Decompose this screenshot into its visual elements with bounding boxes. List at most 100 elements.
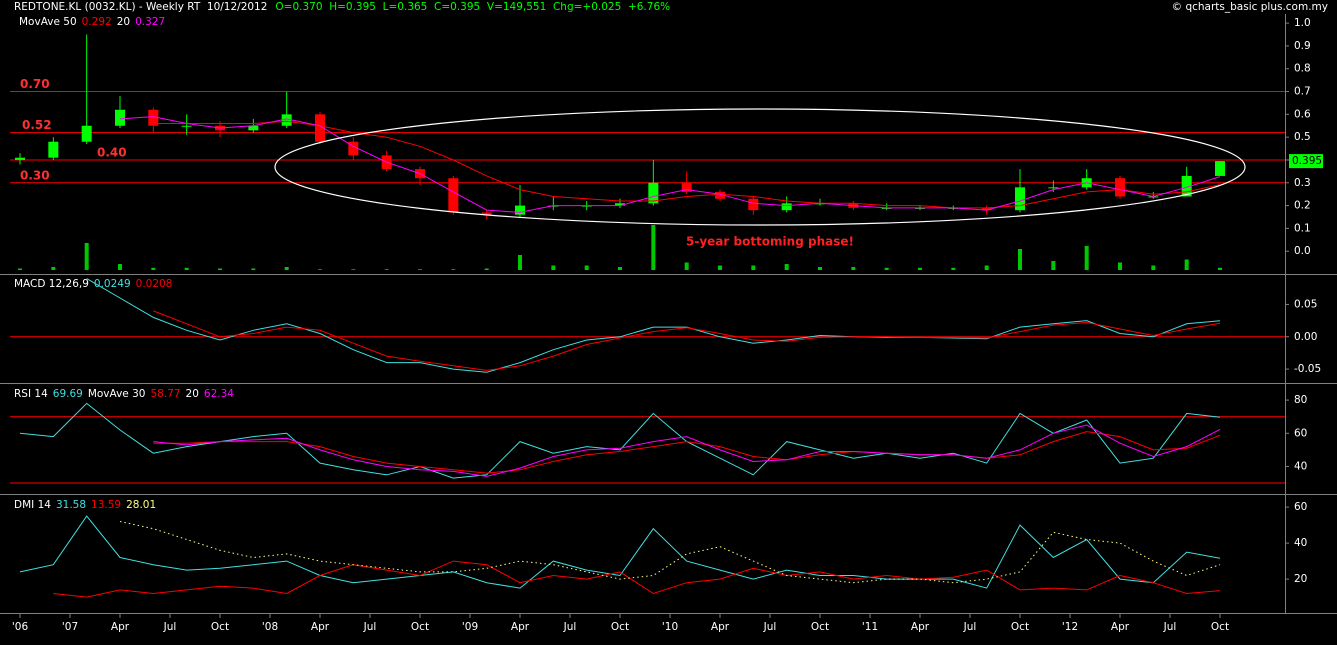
x-tick-label: '10 [662, 621, 678, 633]
volume-bar [484, 268, 489, 270]
series-line [53, 560, 1221, 598]
volume-bar [684, 262, 689, 270]
volume-bar [318, 269, 322, 270]
x-tick-label: Oct [611, 621, 629, 633]
y-tick-label: 0.00 [1294, 331, 1317, 343]
y-tick-label: 0.2 [1294, 200, 1311, 212]
candle-body [148, 109, 159, 126]
y-tick-label: 20 [1294, 573, 1307, 585]
volume-bar [218, 268, 222, 270]
source: © qcharts_basic plus.com.my [1172, 1, 1328, 13]
candle-body [81, 125, 92, 142]
x-tick-label: Oct [411, 621, 429, 633]
volume-bar [651, 225, 656, 270]
x-tick-label: '08 [262, 621, 278, 633]
x-tick-label: '11 [862, 621, 878, 633]
candle-body [15, 157, 25, 160]
y-tick-label: 0.6 [1294, 108, 1311, 120]
legend-value: 0.292 [82, 16, 112, 28]
volume-bar [1118, 262, 1122, 270]
candle-body [481, 212, 492, 215]
volume-bar [1084, 246, 1089, 270]
volume-bar [384, 269, 389, 270]
y-tick-label: 0.5 [1294, 131, 1311, 143]
y-tick-label: 80 [1294, 394, 1307, 406]
legend-value: 28.01 [126, 499, 156, 511]
legend-title: RSI 14 [14, 388, 48, 400]
x-tick-label: Apr [311, 621, 330, 633]
level-label: 0.40 [97, 145, 127, 159]
title: REDTONE.KL (0032.KL) - Weekly RT 10/12/2… [14, 1, 267, 13]
candle-body [715, 191, 725, 199]
x-tick-label: Apr [711, 621, 730, 633]
legend-value: 31.58 [56, 499, 86, 511]
x-tick-label: Jul [563, 621, 577, 633]
volume-bar [418, 269, 422, 270]
legend: RSI 14 69.69 MovAve 30 58.77 20 62.34 [14, 388, 234, 400]
x-tick-label: Jul [363, 621, 377, 633]
y-tick-label: 0.3 [1294, 177, 1311, 189]
volume-bar [518, 255, 522, 270]
legend-title: MACD 12,26,9 [14, 278, 89, 290]
candle-body [681, 182, 692, 192]
legend-name: 20 [117, 16, 130, 28]
x-tick-label: Oct [811, 621, 829, 633]
x-tick-label: Jul [963, 621, 977, 633]
volume-bar [584, 265, 589, 270]
x-tick-label: Jul [163, 621, 177, 633]
y-tick-label: 0.05 [1294, 298, 1317, 310]
y-tick-label: 60 [1294, 501, 1307, 513]
candle-body [515, 205, 525, 215]
level-label: 0.70 [20, 77, 50, 91]
x-tick-label: Jul [763, 621, 777, 633]
candle-body [648, 182, 659, 204]
candle-body [781, 203, 792, 211]
volume-bar [451, 269, 456, 270]
legend-name: MovAve 50 [19, 16, 77, 28]
series-line [119, 116, 1221, 213]
price-tag-box [1289, 154, 1323, 169]
x-tick-label: Apr [911, 621, 930, 633]
y-tick-label: 0.9 [1294, 40, 1311, 52]
volume-bar [784, 264, 789, 270]
volume-bar [551, 265, 556, 270]
series-line [119, 521, 1221, 584]
candle-body [748, 198, 759, 211]
y-tick-label: 0.8 [1294, 63, 1311, 75]
annotation: 5-year bottoming phase! [686, 235, 854, 249]
legend: DMI 14 31.58 13.59 28.01 [14, 499, 156, 511]
x-tick-label: Jul [1163, 621, 1177, 633]
candle-body [1215, 161, 1225, 176]
legend-value: 0.0249 [94, 278, 131, 290]
volume-bar [118, 264, 122, 270]
volume-bar [284, 267, 289, 270]
legend-value: 69.69 [53, 388, 83, 400]
x-tick-label: Oct [1211, 621, 1229, 633]
candle-body [448, 178, 459, 213]
candle-body [1115, 178, 1125, 197]
candle-body [248, 125, 259, 131]
volume-bar [1151, 265, 1156, 270]
level-label: 0.30 [20, 168, 50, 182]
header: REDTONE.KL (0032.KL) - Weekly RT 10/12/2… [14, 1, 670, 13]
series-line [153, 310, 1221, 371]
volume-bar [984, 265, 989, 270]
volume-bar [718, 265, 722, 270]
volume-bar [351, 269, 356, 270]
volume-bar [84, 243, 89, 270]
legend-name: 20 [186, 388, 199, 400]
volume-bar [51, 267, 56, 270]
volume-bar [618, 267, 622, 270]
volume-bar [184, 267, 189, 270]
quote: O=0.370 H=0.395 L=0.365 C=0.395 V=149,55… [275, 1, 670, 13]
y-tick-label: 0.1 [1294, 222, 1311, 234]
price-tag: 0.395 [1292, 155, 1322, 167]
volume-bar [1051, 261, 1056, 270]
highlight-ellipse [274, 108, 1246, 226]
x-tick-label: '07 [62, 621, 78, 633]
candle-body [281, 114, 292, 126]
candle-body [348, 141, 359, 156]
